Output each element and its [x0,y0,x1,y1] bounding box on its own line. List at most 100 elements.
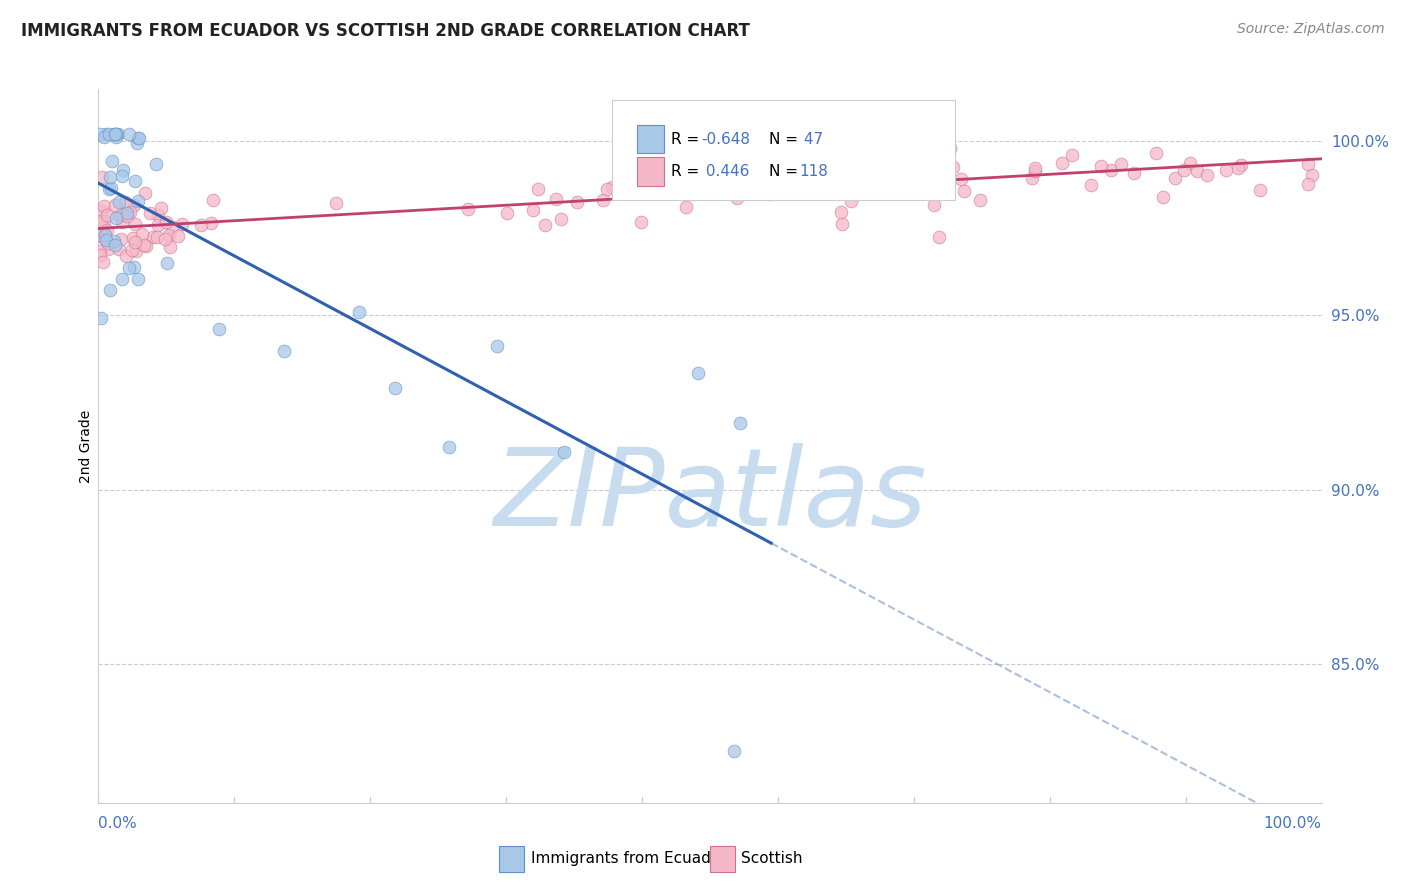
Text: ZIPatlas: ZIPatlas [494,443,927,549]
Point [167,229,190,244]
Point [124,218,146,232]
Point [146,208,169,222]
Point [105,129,128,144]
Point [100,181,122,195]
Point [1062,148,1084,162]
Point [135,239,157,253]
Point [93,199,115,213]
Bar [637,125,664,153]
Point [717,180,740,194]
Point [93,227,115,242]
Point [949,172,972,186]
Point [1226,161,1249,176]
Point [108,195,131,210]
Point [96,208,118,222]
Text: 0.446: 0.446 [702,164,749,178]
Y-axis label: 2nd Grade: 2nd Grade [79,409,93,483]
Point [103,235,125,249]
Point [114,195,136,210]
Point [709,184,731,198]
Point [118,128,141,142]
Point [630,215,652,229]
Point [111,207,134,221]
Point [596,182,619,196]
Point [156,256,179,270]
Point [1296,178,1319,192]
Point [1229,158,1251,172]
Point [93,129,115,144]
Point [792,175,814,189]
Point [208,322,231,336]
Point [104,128,127,142]
Point [783,184,806,198]
Text: 100.0%: 100.0% [1264,816,1322,831]
Point [600,180,623,194]
Point [723,743,745,757]
Point [1080,178,1102,193]
Point [953,184,976,198]
Point [117,206,139,220]
Point [98,170,121,185]
Point [928,230,950,244]
Point [730,181,752,195]
Point [114,249,136,263]
Point [122,260,145,275]
Point [437,440,460,454]
Point [121,231,143,245]
Point [110,169,132,183]
Point [125,244,148,258]
Point [675,200,697,214]
Text: 0.0%: 0.0% [98,816,138,831]
Point [567,194,589,209]
Point [1109,157,1132,171]
Point [534,218,557,232]
Point [1152,190,1174,204]
Point [938,140,960,154]
Point [110,209,132,223]
Text: IMMIGRANTS FROM ECUADOR VS SCOTTISH 2ND GRADE CORRELATION CHART: IMMIGRANTS FROM ECUADOR VS SCOTTISH 2ND … [21,22,749,40]
Point [744,145,766,160]
Point [550,212,572,227]
Point [104,197,127,211]
Point [742,171,765,186]
Point [1195,168,1218,182]
Point [134,186,156,201]
Point [124,174,146,188]
Text: R =: R = [671,132,704,146]
Point [522,202,544,217]
Point [118,205,141,219]
Point [172,217,194,231]
Point [89,244,111,259]
Point [111,215,134,229]
Point [631,186,654,200]
Point [96,223,118,237]
Point [107,128,129,142]
Point [1249,183,1271,197]
Point [485,339,508,353]
Point [139,206,162,220]
Point [1296,157,1319,171]
Point [1099,162,1122,177]
Point [142,230,165,244]
Point [1180,156,1202,170]
Text: N =: N = [769,132,803,146]
Point [938,145,960,159]
FancyBboxPatch shape [612,100,955,200]
Text: Source: ZipAtlas.com: Source: ZipAtlas.com [1237,22,1385,37]
Point [1173,163,1195,178]
Point [157,227,180,242]
Point [1301,169,1323,183]
Point [700,181,723,195]
Point [273,343,295,358]
Bar [637,157,664,186]
Point [527,182,550,196]
Point [758,187,780,202]
Point [159,240,181,254]
Point [325,196,347,211]
Point [104,237,127,252]
Point [90,216,112,230]
Point [104,128,127,142]
Point [900,165,922,179]
Point [111,163,134,178]
Point [544,192,567,206]
